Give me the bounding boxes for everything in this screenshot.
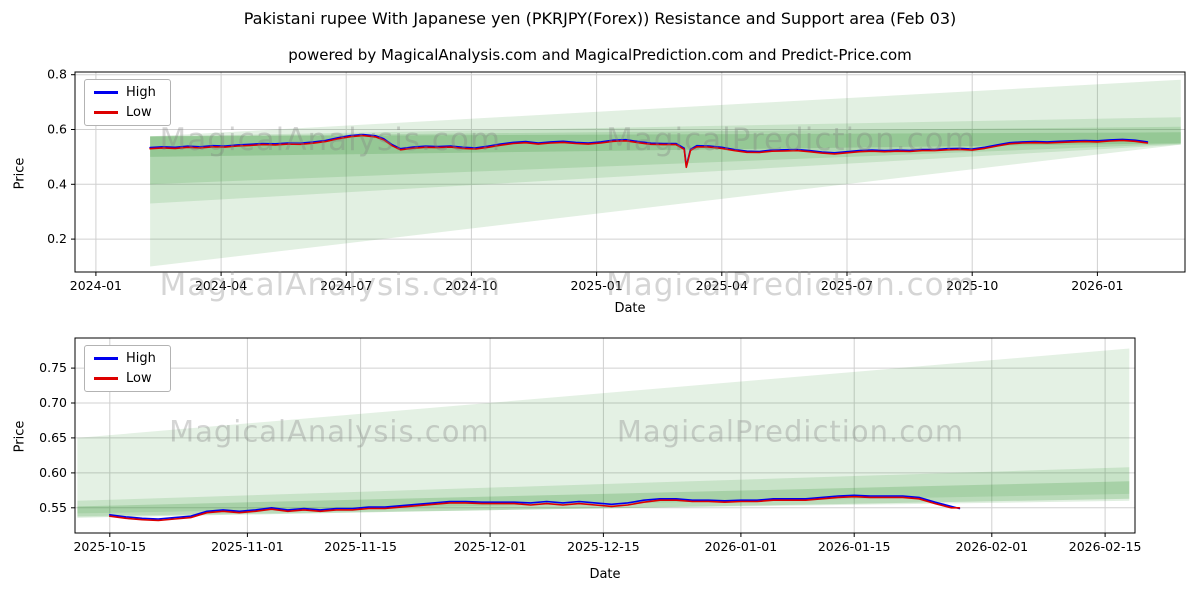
legend-item-low: Low [94,371,156,386]
chart-title: Pakistani rupee With Japanese yen (PKRJP… [243,9,957,28]
x-axis-label-top: Date [614,301,646,316]
svg-text:MagicalAnalysis.com: MagicalAnalysis.com [169,414,490,448]
y-axis-label-bottom: Price [12,420,28,453]
legend-label-low: Low [126,371,152,386]
legend-item-low: Low [94,105,156,120]
legend-bottom: High Low [84,345,171,392]
legend-item-high: High [94,351,156,366]
svg-text:2026-02-15: 2026-02-15 [1069,539,1142,554]
svg-text:2025-10-15: 2025-10-15 [73,539,146,554]
high-line-swatch [94,357,118,360]
svg-text:MagicalPrediction.com: MagicalPrediction.com [606,122,976,158]
svg-text:MagicalAnalysis.com: MagicalAnalysis.com [160,122,501,158]
svg-text:2026-01-01: 2026-01-01 [705,539,778,554]
svg-text:2024-04: 2024-04 [195,278,247,293]
svg-text:0.65: 0.65 [39,430,67,445]
chart-subtitle: powered by MagicalAnalysis.com and Magic… [288,46,912,64]
svg-text:2024-07: 2024-07 [320,278,372,293]
svg-text:0.60: 0.60 [39,465,67,480]
low-line-swatch [94,377,118,380]
svg-text:0.4: 0.4 [47,176,67,191]
legend-top: High Low [84,79,171,126]
legend-label-high: High [126,85,156,100]
svg-text:0.2: 0.2 [47,231,67,246]
svg-text:0.8: 0.8 [47,67,67,82]
svg-text:0.55: 0.55 [39,500,67,515]
svg-text:2025-11-15: 2025-11-15 [324,539,397,554]
legend-item-high: High [94,85,156,100]
svg-text:2025-04: 2025-04 [696,278,748,293]
high-line-swatch [94,91,118,94]
svg-text:2025-01: 2025-01 [570,278,622,293]
svg-text:2025-11-01: 2025-11-01 [211,539,284,554]
svg-text:0.6: 0.6 [47,122,67,137]
svg-text:MagicalAnalysis.com: MagicalAnalysis.com [160,267,501,303]
low-line-swatch [94,111,118,114]
svg-text:0.70: 0.70 [39,395,67,410]
svg-text:2025-12-01: 2025-12-01 [454,539,527,554]
y-axis-label-top: Price [12,157,28,190]
svg-text:2025-12-15: 2025-12-15 [567,539,640,554]
svg-text:2024-01: 2024-01 [70,278,122,293]
legend-label-low: Low [126,105,152,120]
x-axis-label-bottom: Date [589,567,621,582]
svg-text:2025-07: 2025-07 [821,278,873,293]
svg-text:MagicalPrediction.com: MagicalPrediction.com [617,414,964,448]
legend-label-high: High [126,351,156,366]
svg-text:0.75: 0.75 [39,360,67,375]
svg-text:2025-10: 2025-10 [946,278,998,293]
svg-text:MagicalPrediction.com: MagicalPrediction.com [606,267,976,303]
svg-text:2024-10: 2024-10 [445,278,497,293]
svg-text:2026-01-15: 2026-01-15 [818,539,891,554]
svg-text:2026-02-01: 2026-02-01 [955,539,1028,554]
svg-text:2026-01: 2026-01 [1071,278,1123,293]
